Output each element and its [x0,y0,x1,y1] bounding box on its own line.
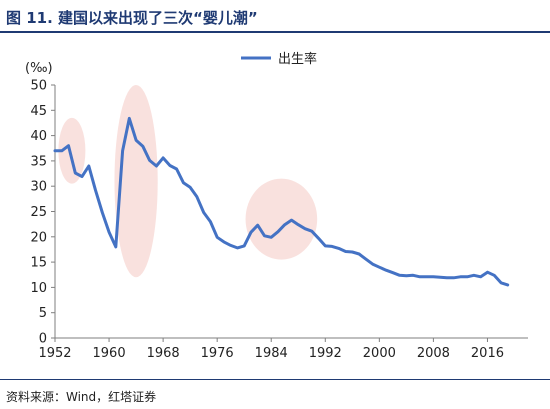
x-tick-label: 1952 [38,346,71,361]
x-tick-label: 2008 [417,346,450,361]
baby-boom-highlight-1 [58,117,86,184]
baby-boom-highlights [58,85,318,278]
source-note: 资料来源：Wind，红塔证券 [6,390,157,404]
birth-rate-line [53,116,510,287]
baby-boom-highlight-3 [245,178,318,260]
x-tick-label: 2016 [471,346,504,361]
x-tick-label: 1992 [309,346,342,361]
x-tick-label: 1968 [147,346,180,361]
y-tick-label: 50 [30,79,47,94]
y-tick-label: 35 [30,154,47,169]
chart-series [53,116,510,287]
y-tick-label: 5 [39,306,47,321]
y-unit-label: (‰) [25,61,53,76]
legend-label: 出生率 [278,51,317,67]
y-tick-label: 45 [30,104,47,119]
y-tick-label: 30 [30,180,47,195]
x-tick-label: 1960 [93,346,126,361]
y-tick-label: 0 [39,332,47,347]
y-tick-label: 15 [30,256,47,271]
x-tick-label: 1984 [255,346,288,361]
x-tick-label: 2000 [363,346,396,361]
figure-title: 图 11. 建国以来出现了三次“婴儿潮” [6,9,258,27]
birth-rate-chart: 0 5 10 15 20 25 30 35 40 45 50 1952 1960 1968 1976 1984… [25,51,528,361]
figure-header: 图 11. 建国以来出现了三次“婴儿潮” [0,0,550,33]
chart-legend: 出生率 [241,51,317,67]
y-tick-label: 10 [30,281,47,296]
y-tick-label: 40 [30,129,47,144]
chart-axes: 0 5 10 15 20 25 30 35 40 45 50 1952 1960 1968 1976 1984… [25,61,528,361]
figure-footer: 资料来源：Wind，红塔证券 [0,379,550,409]
x-tick-label: 1976 [201,346,234,361]
y-tick-label: 25 [30,205,47,220]
y-tick-label: 20 [30,230,47,245]
